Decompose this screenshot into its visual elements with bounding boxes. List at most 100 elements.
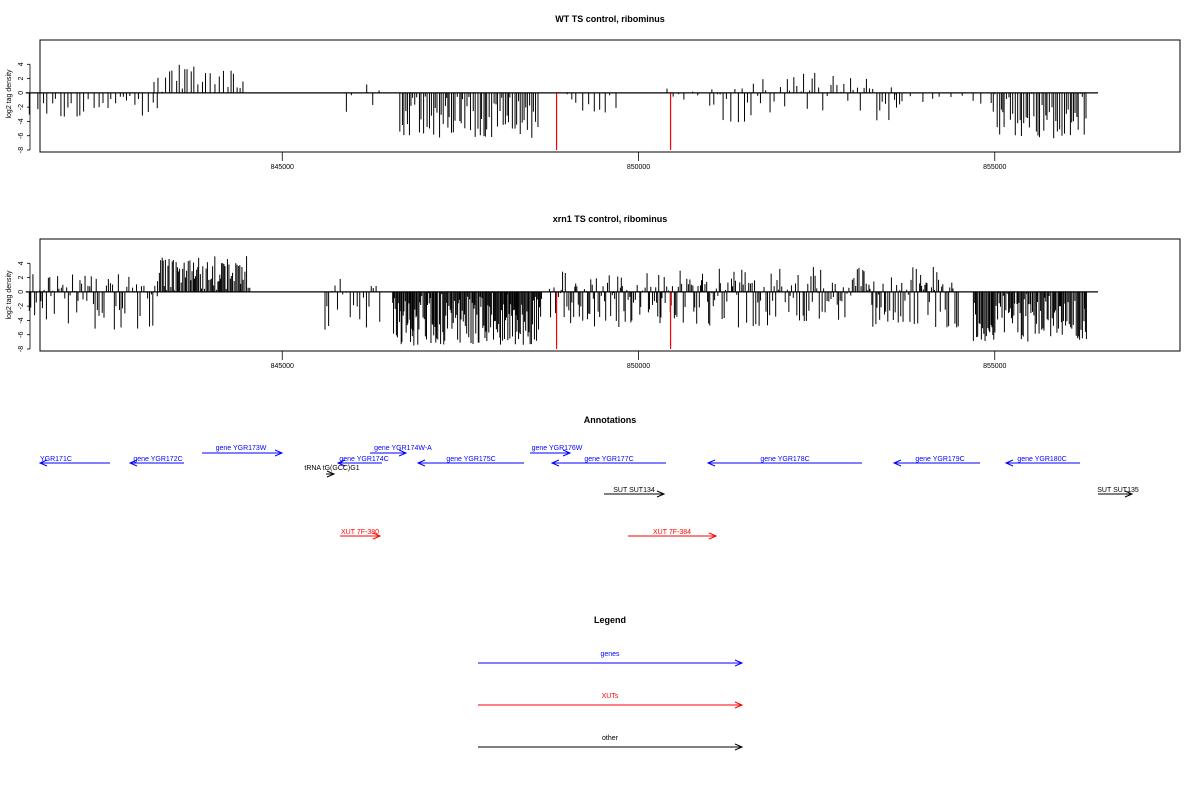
annotation-feature: gene YGR174C	[336, 456, 389, 467]
feature-label: gene YGR178C	[760, 456, 809, 463]
annotation-feature: gene YGR175C	[416, 456, 524, 467]
feature-label: gene YGR176W	[532, 445, 583, 452]
annotation-feature: gene YGR176W	[530, 445, 583, 457]
y-tick-label: 4	[18, 261, 25, 265]
xrn1-track-ylabel: log2 tag density	[6, 270, 13, 320]
wt-track-title: WT TS control, ribominus	[555, 14, 665, 24]
x-tick-label: 845000	[271, 164, 294, 171]
legend-panel: Legend genes XUTs other	[478, 615, 744, 751]
arrowhead-icon	[336, 459, 346, 467]
y-tick-label: 2	[18, 77, 25, 81]
annotations-panel: Annotations YGR171C gene YGR172C gene YGR1…	[38, 415, 1139, 540]
x-tick-label: 850000	[627, 164, 650, 171]
wt-track-markers	[555, 92, 672, 150]
arrowhead-icon	[892, 459, 902, 467]
legend-title: Legend	[594, 615, 626, 625]
xrn1-track-bars	[28, 256, 1087, 346]
y-tick-label: -4	[18, 317, 25, 323]
arrowhead-icon	[562, 449, 572, 457]
x-tick-label: 845000	[271, 363, 294, 370]
arrowhead-icon	[38, 459, 48, 467]
annotation-feature: gene YGR180C	[1004, 456, 1080, 467]
wt-track-xaxis: 845000 850000 855000	[271, 152, 1007, 171]
arrowhead-icon	[708, 532, 718, 540]
wt-track-frame	[39, 39, 1181, 153]
feature-label: XUT 7F-380	[341, 529, 379, 536]
arrowhead-icon	[734, 701, 744, 709]
xrn1-track-xaxis: 845000 850000 855000	[271, 351, 1007, 370]
feature-label: SUT SUT134	[613, 487, 655, 494]
legend-entry: genes	[478, 651, 744, 667]
feature-label: gene YGR180C	[1017, 456, 1066, 463]
annotation-feature: gene YGR174W-A	[370, 445, 432, 457]
y-tick-label: 2	[18, 276, 25, 280]
y-tick-label: 0	[18, 290, 25, 294]
legend-entry: XUTs	[478, 693, 744, 709]
annotation-feature: SUT SUT134	[604, 487, 666, 498]
annotation-feature: gene YGR177C	[550, 456, 666, 467]
annotation-feature: gene YGR173W	[202, 445, 284, 457]
xrn1-track-markers	[555, 291, 672, 349]
feature-label: gene YGR173W	[216, 445, 267, 452]
legend-label: genes	[600, 651, 620, 658]
annotation-feature: gene YGR178C	[706, 456, 862, 467]
arrowhead-icon	[706, 459, 716, 467]
legend-label: other	[602, 735, 619, 742]
feature-label: SUT SUT135	[1097, 487, 1139, 494]
feature-label: gene YGR175C	[446, 456, 495, 463]
arrowhead-icon	[128, 459, 138, 467]
annotation-feature: XUT 7F-384	[628, 529, 718, 540]
arrowhead-icon	[416, 459, 426, 467]
feature-label: gene YGR174W-A	[374, 445, 432, 452]
xrn1-track-yaxis: -8 -6 -4 -2 0 2 4	[18, 261, 31, 352]
feature-label: gene YGR179C	[915, 456, 964, 463]
y-tick-label: -8	[18, 346, 25, 352]
y-tick-label: -8	[18, 147, 25, 153]
y-tick-label: -4	[18, 118, 25, 124]
annotation-feature: XUT 7F-380	[340, 529, 382, 540]
legend-label: XUTs	[602, 693, 619, 700]
annotation-feature: gene YGR179C	[892, 456, 980, 467]
annotation-feature: gene YGR172C	[128, 456, 184, 467]
y-tick-label: -2	[18, 303, 25, 309]
feature-label: gene YGR177C	[584, 456, 633, 463]
y-tick-label: -6	[18, 332, 25, 338]
xrn1-track-frame	[39, 238, 1181, 352]
y-tick-label: 4	[18, 62, 25, 66]
x-tick-label: 850000	[627, 363, 650, 370]
annotation-feature: SUT SUT135	[1097, 487, 1139, 498]
arrowhead-icon	[1124, 490, 1134, 498]
feature-label: tRNA tG(GCC)G1	[304, 465, 359, 472]
legend-entries: genes XUTs other	[478, 651, 744, 751]
feature-label: gene YGR174C	[339, 456, 388, 463]
annotation-features: YGR171C gene YGR172C gene YGR173W gene YGR1…	[38, 445, 1139, 540]
feature-label: YGR171C	[40, 456, 72, 463]
x-tick-label: 855000	[983, 363, 1006, 370]
arrowhead-icon	[734, 659, 744, 667]
feature-label: gene YGR172C	[133, 456, 182, 463]
arrowhead-icon	[326, 470, 336, 478]
y-tick-label: 0	[18, 91, 25, 95]
annotation-feature: tRNA tG(GCC)G1	[304, 465, 360, 478]
arrowhead-icon	[1004, 459, 1014, 467]
arrowhead-icon	[550, 459, 560, 467]
wt-track-yaxis: -8 -6 -4 -2 0 2 4	[18, 62, 31, 153]
wt-track-panel: WT TS control, ribominus log2 tag densit…	[6, 14, 1181, 171]
feature-label: XUT 7F-384	[653, 529, 691, 536]
arrowhead-icon	[398, 449, 408, 457]
annotations-title: Annotations	[584, 415, 637, 425]
legend-entry: other	[478, 735, 744, 751]
y-tick-label: -6	[18, 133, 25, 139]
arrowhead-icon	[274, 449, 284, 457]
wt-track-ylabel: log2 tag density	[6, 69, 13, 119]
arrowhead-icon	[656, 490, 666, 498]
xrn1-track-panel: xrn1 TS control, ribominus log2 tag dens…	[6, 214, 1181, 370]
wt-track-bars	[28, 64, 1087, 139]
annotation-feature: YGR171C	[38, 456, 110, 467]
arrowhead-icon	[372, 532, 382, 540]
xrn1-track-title: xrn1 TS control, ribominus	[553, 214, 668, 224]
x-tick-label: 855000	[983, 164, 1006, 171]
y-tick-label: -2	[18, 104, 25, 110]
arrowhead-icon	[734, 743, 744, 751]
